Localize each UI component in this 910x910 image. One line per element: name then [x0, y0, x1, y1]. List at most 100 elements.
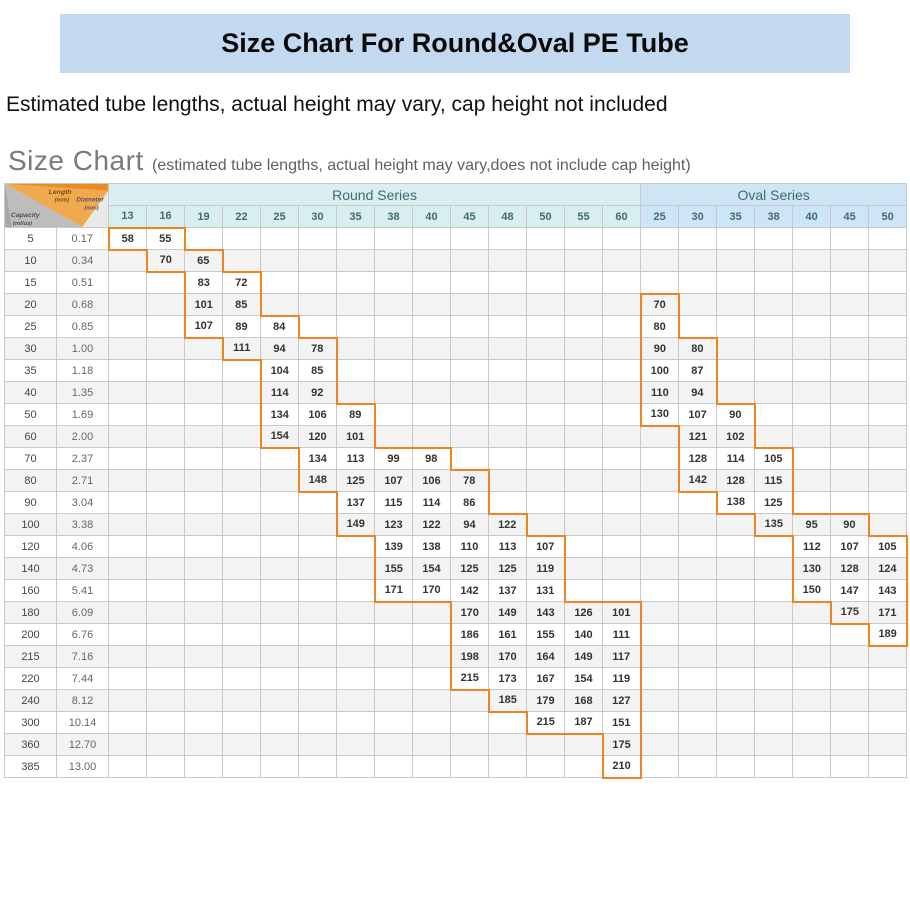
capacity-cell: 200: [5, 624, 57, 646]
oval-cell: 80: [641, 316, 679, 338]
round-cell: [489, 448, 527, 470]
round-cell: [109, 448, 147, 470]
round-cell: [527, 250, 565, 272]
round-cell: 185: [489, 690, 527, 712]
oval-cell: [641, 536, 679, 558]
round-cell: [109, 668, 147, 690]
round-cell: 210: [603, 756, 641, 778]
oz-cell: 0.34: [57, 250, 109, 272]
oval-cell: 80: [679, 338, 717, 360]
round-cell: [223, 514, 261, 536]
oval-cell: [717, 514, 755, 536]
oval-cell: [679, 690, 717, 712]
round-cell: 89: [223, 316, 261, 338]
round-cell: [375, 250, 413, 272]
oval-cell: [717, 382, 755, 404]
round-cell: 92: [299, 382, 337, 404]
oval-cell: [869, 272, 907, 294]
round-cell: 123: [375, 514, 413, 536]
round-cell: [489, 470, 527, 492]
round-cell: [527, 272, 565, 294]
oz-cell: 0.68: [57, 294, 109, 316]
round-cell: 186: [451, 624, 489, 646]
round-cell: [223, 448, 261, 470]
round-cell: [375, 646, 413, 668]
round-cell: [147, 756, 185, 778]
oval-cell: [641, 426, 679, 448]
round-cell: [603, 404, 641, 426]
capacity-cell: 25: [5, 316, 57, 338]
round-cell: [109, 294, 147, 316]
round-cell: [565, 250, 603, 272]
round-cell: [337, 558, 375, 580]
oval-cell: [755, 316, 793, 338]
round-cell: 106: [299, 404, 337, 426]
round-cell: 131: [527, 580, 565, 602]
round-cell: [489, 228, 527, 250]
round-cell: [147, 602, 185, 624]
round-cell: [299, 316, 337, 338]
oz-cell: 2.37: [57, 448, 109, 470]
round-cell: [261, 668, 299, 690]
round-cell: [299, 756, 337, 778]
capacity-cell: 120: [5, 536, 57, 558]
round-cell: 101: [337, 426, 375, 448]
round-cell: [451, 756, 489, 778]
corner-diameter-label: Diameter: [76, 197, 104, 204]
round-cell: [375, 382, 413, 404]
oval-cell: [679, 272, 717, 294]
round-cell: [109, 602, 147, 624]
round-cell: 85: [299, 360, 337, 382]
round-cell: 149: [337, 514, 375, 536]
round-cell: [147, 316, 185, 338]
oval-cell: [869, 360, 907, 382]
round-cell: [565, 272, 603, 294]
round-cell: [451, 426, 489, 448]
oval-cell: [831, 668, 869, 690]
round-cell: [109, 250, 147, 272]
corner-capacity-label: Capacity: [11, 212, 41, 219]
oval-cell: [793, 426, 831, 448]
round-cell: [109, 756, 147, 778]
oz-cell: 1.35: [57, 382, 109, 404]
round-dia-38: 38: [375, 206, 413, 228]
capacity-cell: 160: [5, 580, 57, 602]
round-cell: [337, 734, 375, 756]
round-cell: [147, 668, 185, 690]
oval-cell: [869, 316, 907, 338]
round-cell: [565, 382, 603, 404]
oval-cell: [641, 514, 679, 536]
round-cell: [299, 734, 337, 756]
round-cell: [261, 294, 299, 316]
oval-cell: [641, 602, 679, 624]
oval-cell: [793, 712, 831, 734]
oval-cell: [831, 756, 869, 778]
round-cell: [185, 228, 223, 250]
round-cell: [147, 646, 185, 668]
oval-cell: 125: [755, 492, 793, 514]
round-cell: 154: [413, 558, 451, 580]
oz-cell: 7.44: [57, 668, 109, 690]
round-cell: [147, 624, 185, 646]
round-dia-13: 13: [109, 206, 147, 228]
round-cell: 119: [527, 558, 565, 580]
round-cell: 119: [603, 668, 641, 690]
oval-cell: [869, 250, 907, 272]
oval-cell: 90: [831, 514, 869, 536]
round-cell: [527, 338, 565, 360]
oval-cell: [717, 360, 755, 382]
round-cell: [565, 470, 603, 492]
oval-cell: [793, 756, 831, 778]
oval-cell: 130: [641, 404, 679, 426]
oval-cell: 135: [755, 514, 793, 536]
oval-cell: [679, 646, 717, 668]
oval-cell: [717, 712, 755, 734]
round-cell: 164: [527, 646, 565, 668]
round-cell: 122: [489, 514, 527, 536]
oval-cell: [679, 536, 717, 558]
round-cell: 107: [375, 470, 413, 492]
round-cell: 154: [261, 426, 299, 448]
round-cell: [185, 558, 223, 580]
round-cell: [299, 580, 337, 602]
round-cell: [375, 272, 413, 294]
